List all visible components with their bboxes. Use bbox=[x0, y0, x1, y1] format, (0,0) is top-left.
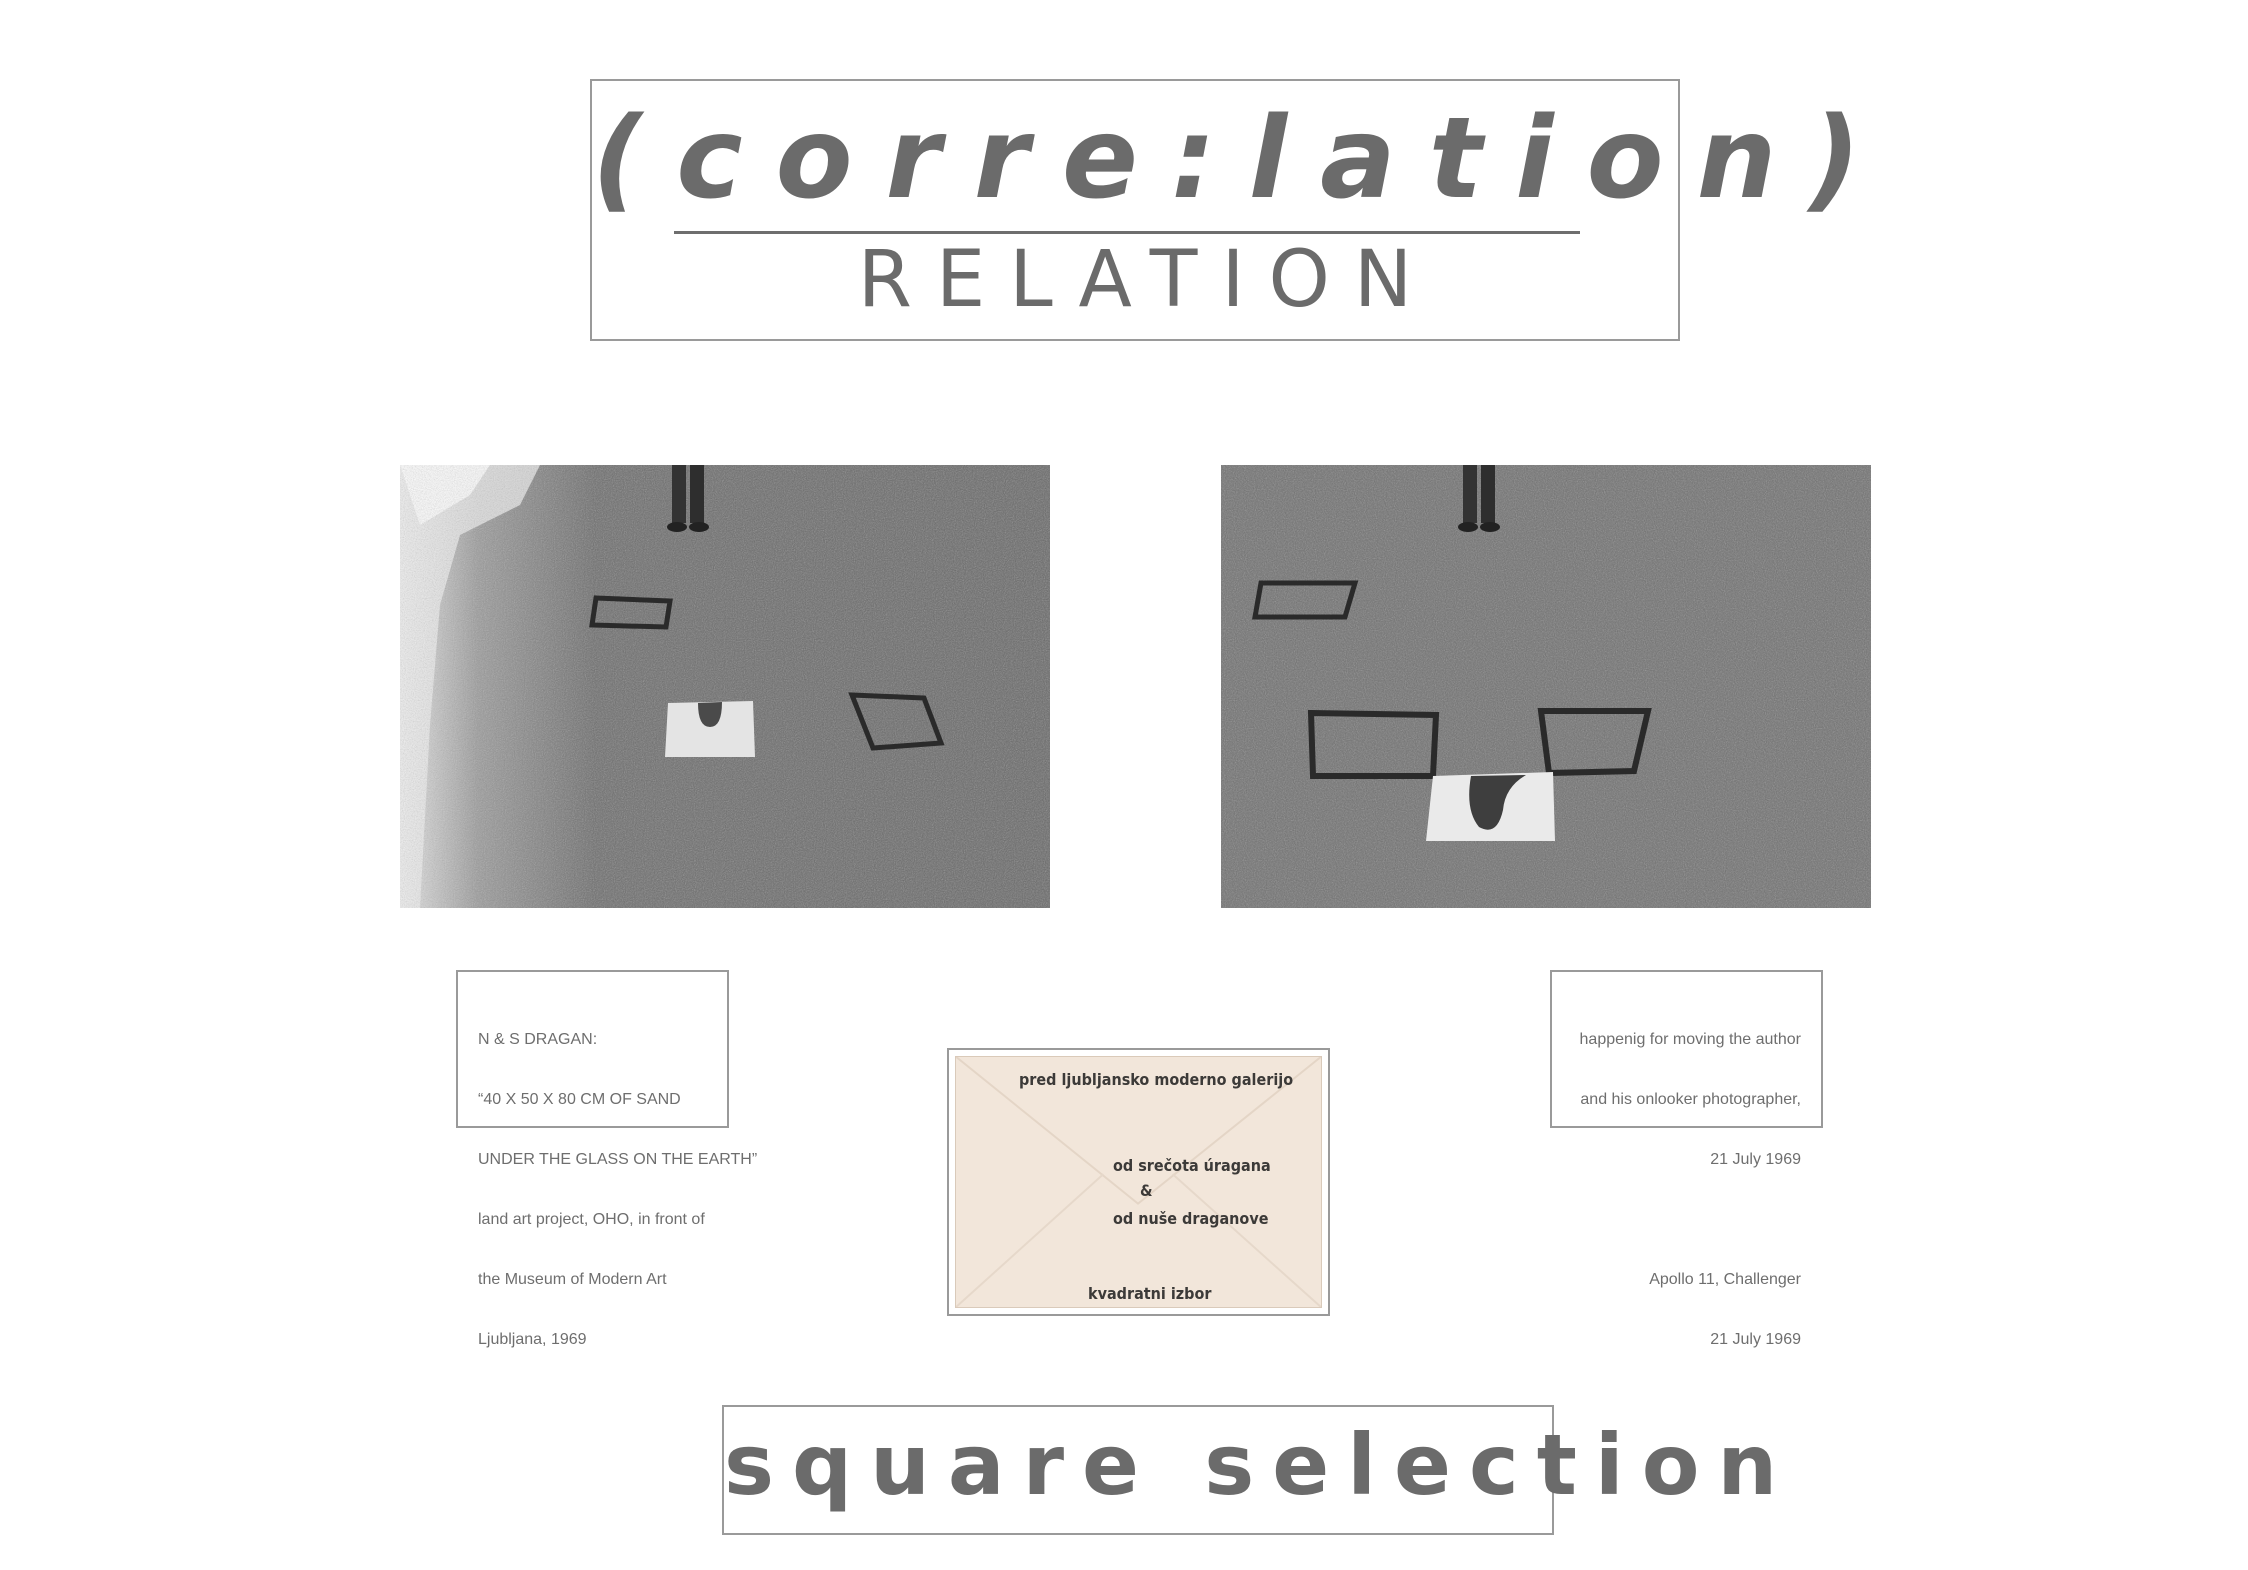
footer-title-box: square selection bbox=[722, 1405, 1796, 1535]
caption-left-line: Ljubljana, 1969 bbox=[478, 1331, 587, 1348]
caption-left-line: “40 X 50 X 80 CM OF SAND bbox=[478, 1091, 681, 1108]
caption-right-line: and his onlooker photographer, bbox=[1580, 1091, 1801, 1108]
title-box: (corre:lation) RELATION bbox=[590, 79, 1894, 341]
envelope-title-line: kvadratni izbor bbox=[1088, 1284, 1212, 1303]
photo-right-happening bbox=[1221, 465, 1871, 908]
envelope-flaps bbox=[955, 1056, 1322, 1308]
caption-left-line: the Museum of Modern Art bbox=[478, 1271, 667, 1288]
footer-title: square selection bbox=[724, 1416, 1796, 1514]
caption-right: happenig for moving the author and his o… bbox=[1550, 970, 1823, 1348]
caption-right-line: 21 July 1969 bbox=[1710, 1151, 1801, 1168]
caption-left-line: UNDER THE GLASS ON THE EARTH” bbox=[478, 1151, 758, 1168]
subtitle: RELATION bbox=[857, 235, 1437, 325]
envelope-frame: pred ljubljansko moderno galerijo od sre… bbox=[947, 1048, 1330, 1316]
envelope-ampersand: & bbox=[1140, 1181, 1153, 1200]
title-divider bbox=[674, 231, 1580, 234]
envelope-address-line: pred ljubljansko moderno galerijo bbox=[1019, 1070, 1294, 1089]
caption-left-line: land art project, OHO, in front of bbox=[478, 1211, 705, 1228]
caption-left-line: N & S DRAGAN: bbox=[478, 1031, 598, 1048]
caption-right-line: 21 July 1969 bbox=[1710, 1331, 1801, 1348]
envelope-sender-line: od srečota úragana bbox=[1113, 1156, 1271, 1175]
photo-left-land-art bbox=[400, 465, 1050, 908]
caption-left: N & S DRAGAN: “40 X 50 X 80 CM OF SAND U… bbox=[456, 970, 757, 1348]
envelope-image: pred ljubljansko moderno galerijo od sre… bbox=[955, 1056, 1322, 1308]
caption-right-spacer bbox=[1552, 1210, 1801, 1230]
envelope-sender-line: od nuše draganove bbox=[1113, 1209, 1269, 1228]
caption-right-line: Apollo 11, Challenger bbox=[1649, 1271, 1801, 1288]
caption-right-line: happenig for moving the author bbox=[1579, 1031, 1801, 1048]
main-title: (corre:lation) bbox=[592, 94, 1894, 224]
